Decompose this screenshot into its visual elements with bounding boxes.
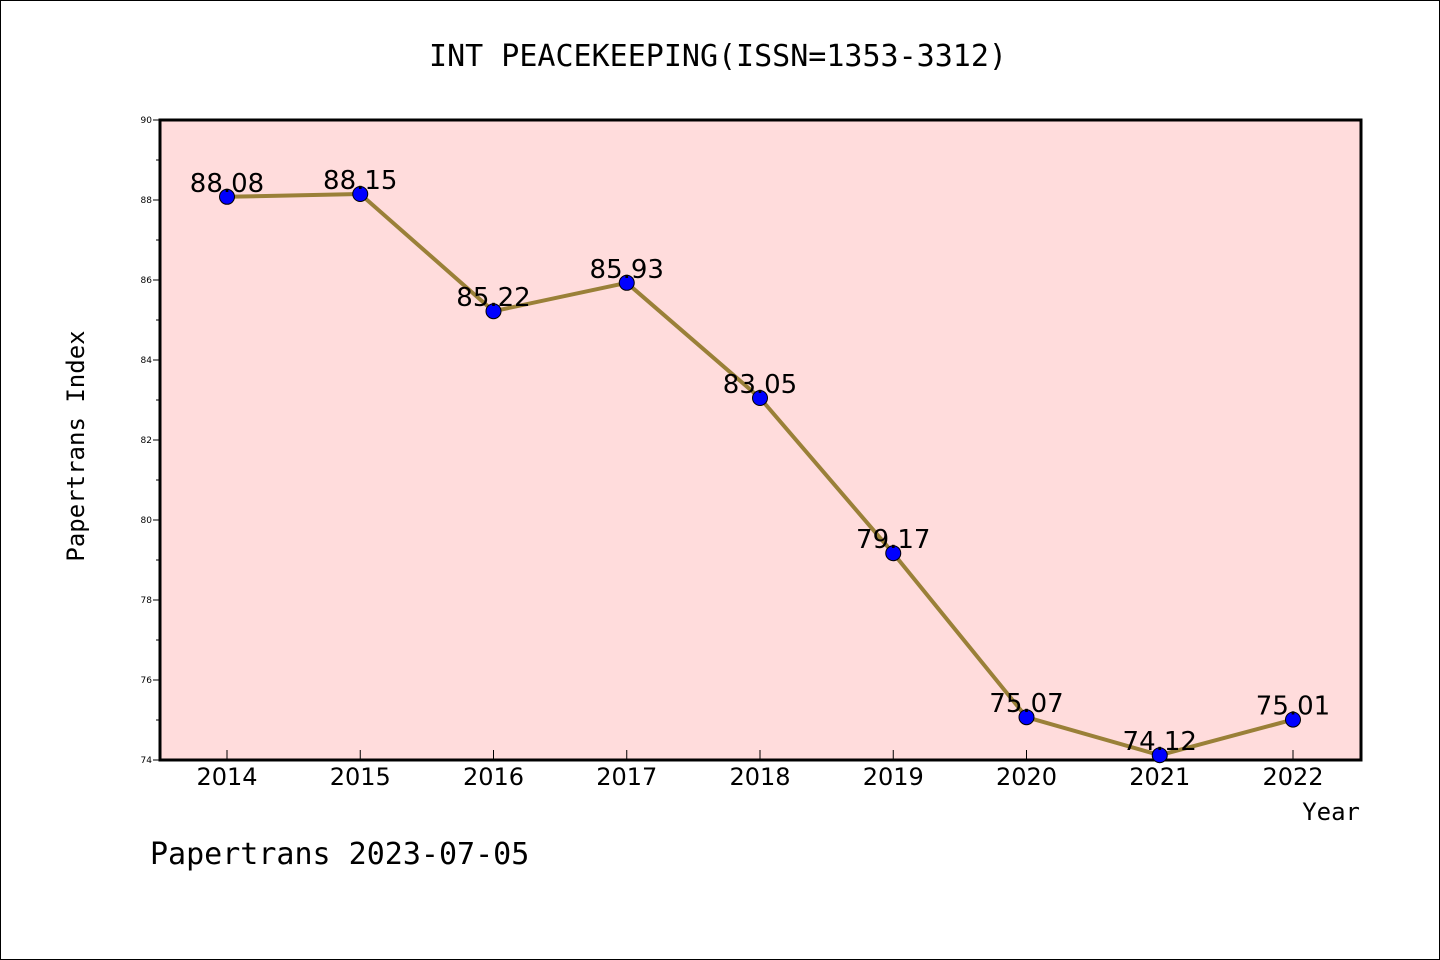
data-label: 75.01 bbox=[1256, 692, 1330, 722]
data-label: 88.15 bbox=[323, 166, 397, 196]
data-point bbox=[885, 545, 902, 562]
y-tick-label: 88 bbox=[141, 196, 153, 206]
data-label: 74.12 bbox=[1123, 727, 1197, 757]
data-label: 75.07 bbox=[989, 689, 1063, 719]
x-tick-label: 2021 bbox=[1129, 763, 1190, 791]
data-label: 85.22 bbox=[456, 283, 530, 313]
data-point bbox=[352, 186, 369, 202]
data-point bbox=[752, 390, 768, 406]
x-tick-label: 2022 bbox=[1262, 763, 1323, 791]
x-tick-label: 2018 bbox=[729, 763, 790, 791]
data-point bbox=[1018, 709, 1035, 726]
data-label: 88.08 bbox=[190, 169, 264, 199]
y-tick-label: 84 bbox=[141, 356, 153, 366]
y-tick-label: 86 bbox=[141, 276, 153, 286]
data-label: 85.93 bbox=[590, 255, 664, 285]
x-tick-label: 2019 bbox=[863, 763, 924, 791]
data-label: 79.17 bbox=[856, 525, 930, 555]
data-label: 83.05 bbox=[723, 370, 797, 400]
chart-title: INT PEACEKEEPING(ISSN=1353-3312) bbox=[429, 39, 1007, 74]
y-tick-label: 90 bbox=[141, 116, 153, 126]
data-labels: 88.08 88.15 85.22 85.93 83.05 79.17 75.07 74.12… bbox=[190, 166, 1330, 757]
x-tick-label: 2020 bbox=[996, 763, 1057, 791]
y-tick-label: 74 bbox=[141, 756, 153, 766]
data-markers bbox=[219, 186, 1301, 764]
data-point bbox=[1151, 747, 1168, 764]
y-axis: 74 76 78 80 82 84 86 88 90 bbox=[141, 116, 160, 766]
x-tick-label: 2016 bbox=[463, 763, 524, 791]
y-axis-title: Papertrans Index bbox=[62, 330, 90, 561]
y-tick-label: 78 bbox=[141, 596, 153, 606]
y-tick-label: 80 bbox=[141, 516, 153, 526]
x-tick-label: 2017 bbox=[596, 763, 657, 791]
data-point bbox=[1285, 711, 1301, 728]
data-point bbox=[618, 274, 635, 291]
plot-area bbox=[158, 118, 1363, 762]
data-point bbox=[485, 303, 502, 320]
y-tick-label: 76 bbox=[141, 676, 153, 686]
footer-text: Papertrans 2023-07-05 bbox=[150, 837, 529, 872]
y-tick-label: 82 bbox=[141, 436, 152, 446]
x-tick-label: 2014 bbox=[196, 763, 257, 791]
data-point bbox=[219, 188, 235, 205]
x-tick-label: 2015 bbox=[330, 763, 391, 791]
x-axis: 2014 2015 2016 2017 2018 2019 2020 2021 2022 bbox=[196, 750, 1324, 791]
x-axis-title: Year bbox=[1302, 798, 1360, 826]
